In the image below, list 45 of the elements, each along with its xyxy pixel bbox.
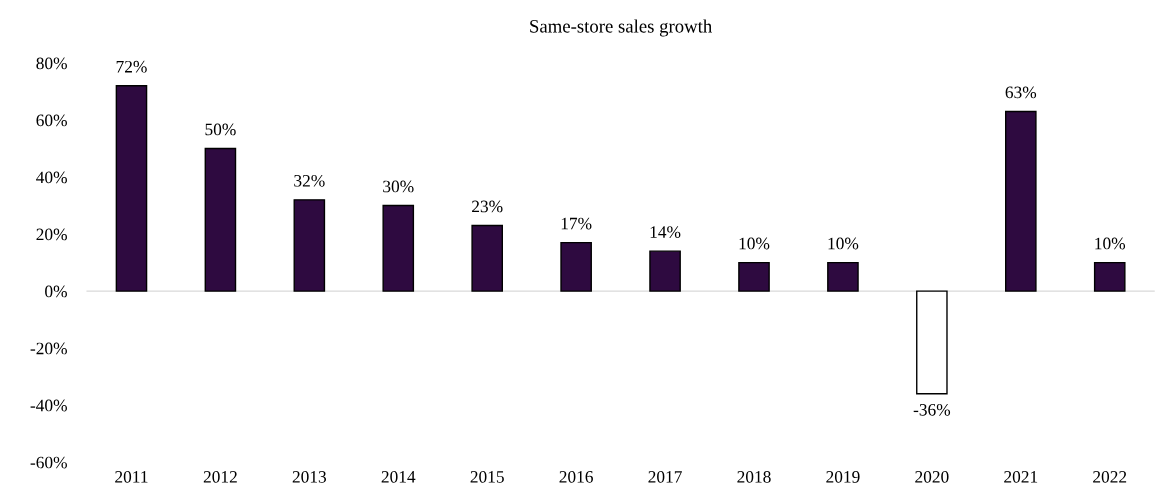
x-tick-label: 2016 bbox=[559, 471, 593, 483]
bar bbox=[204, 147, 237, 292]
data-label: 72% bbox=[116, 60, 147, 73]
y-tick-label: 80% bbox=[36, 57, 67, 70]
data-label: 14% bbox=[650, 226, 681, 238]
bar bbox=[738, 261, 770, 292]
x-tick-label: 2012 bbox=[203, 471, 237, 483]
x-tick-label: 2022 bbox=[1093, 471, 1127, 483]
data-label: 32% bbox=[294, 174, 325, 187]
bar bbox=[560, 241, 592, 292]
data-label: 10% bbox=[828, 237, 859, 250]
data-label: 50% bbox=[205, 123, 236, 136]
x-tick-label: 2014 bbox=[381, 471, 416, 483]
data-label: 30% bbox=[383, 180, 414, 193]
data-label: 23% bbox=[472, 200, 503, 213]
x-tick-label: 2017 bbox=[648, 471, 682, 483]
bar bbox=[293, 199, 326, 292]
y-tick-label: 40% bbox=[36, 171, 67, 184]
x-tick-label: 2021 bbox=[1004, 471, 1038, 483]
bar bbox=[382, 204, 415, 292]
y-tick-label: -60% bbox=[30, 456, 67, 469]
y-tick-label: 60% bbox=[36, 114, 67, 127]
x-tick-label: 2020 bbox=[915, 471, 949, 483]
bar bbox=[471, 224, 504, 292]
y-tick-label: -20% bbox=[30, 342, 67, 355]
bar bbox=[115, 85, 148, 292]
data-label: 10% bbox=[739, 237, 770, 250]
data-label: 17% bbox=[561, 217, 592, 230]
x-tick-label: 2015 bbox=[470, 471, 504, 483]
y-tick-label: 0% bbox=[45, 285, 67, 298]
x-tick-label: 2018 bbox=[737, 471, 771, 483]
x-tick-label: 2019 bbox=[826, 471, 860, 483]
chart-title: Same-store sales growth bbox=[530, 19, 712, 37]
y-tick-label: -40% bbox=[30, 399, 67, 412]
data-label: -36% bbox=[913, 403, 951, 416]
x-tick-label: 2011 bbox=[115, 471, 148, 483]
bar bbox=[827, 261, 859, 292]
bar bbox=[1004, 110, 1037, 292]
bar bbox=[649, 250, 681, 292]
data-label: 63% bbox=[1005, 86, 1037, 99]
data-label: 10% bbox=[1095, 237, 1126, 250]
x-tick-label: 2013 bbox=[292, 471, 327, 483]
y-tick-label: 20% bbox=[36, 228, 67, 241]
bar bbox=[1093, 261, 1126, 292]
bar bbox=[916, 290, 948, 395]
